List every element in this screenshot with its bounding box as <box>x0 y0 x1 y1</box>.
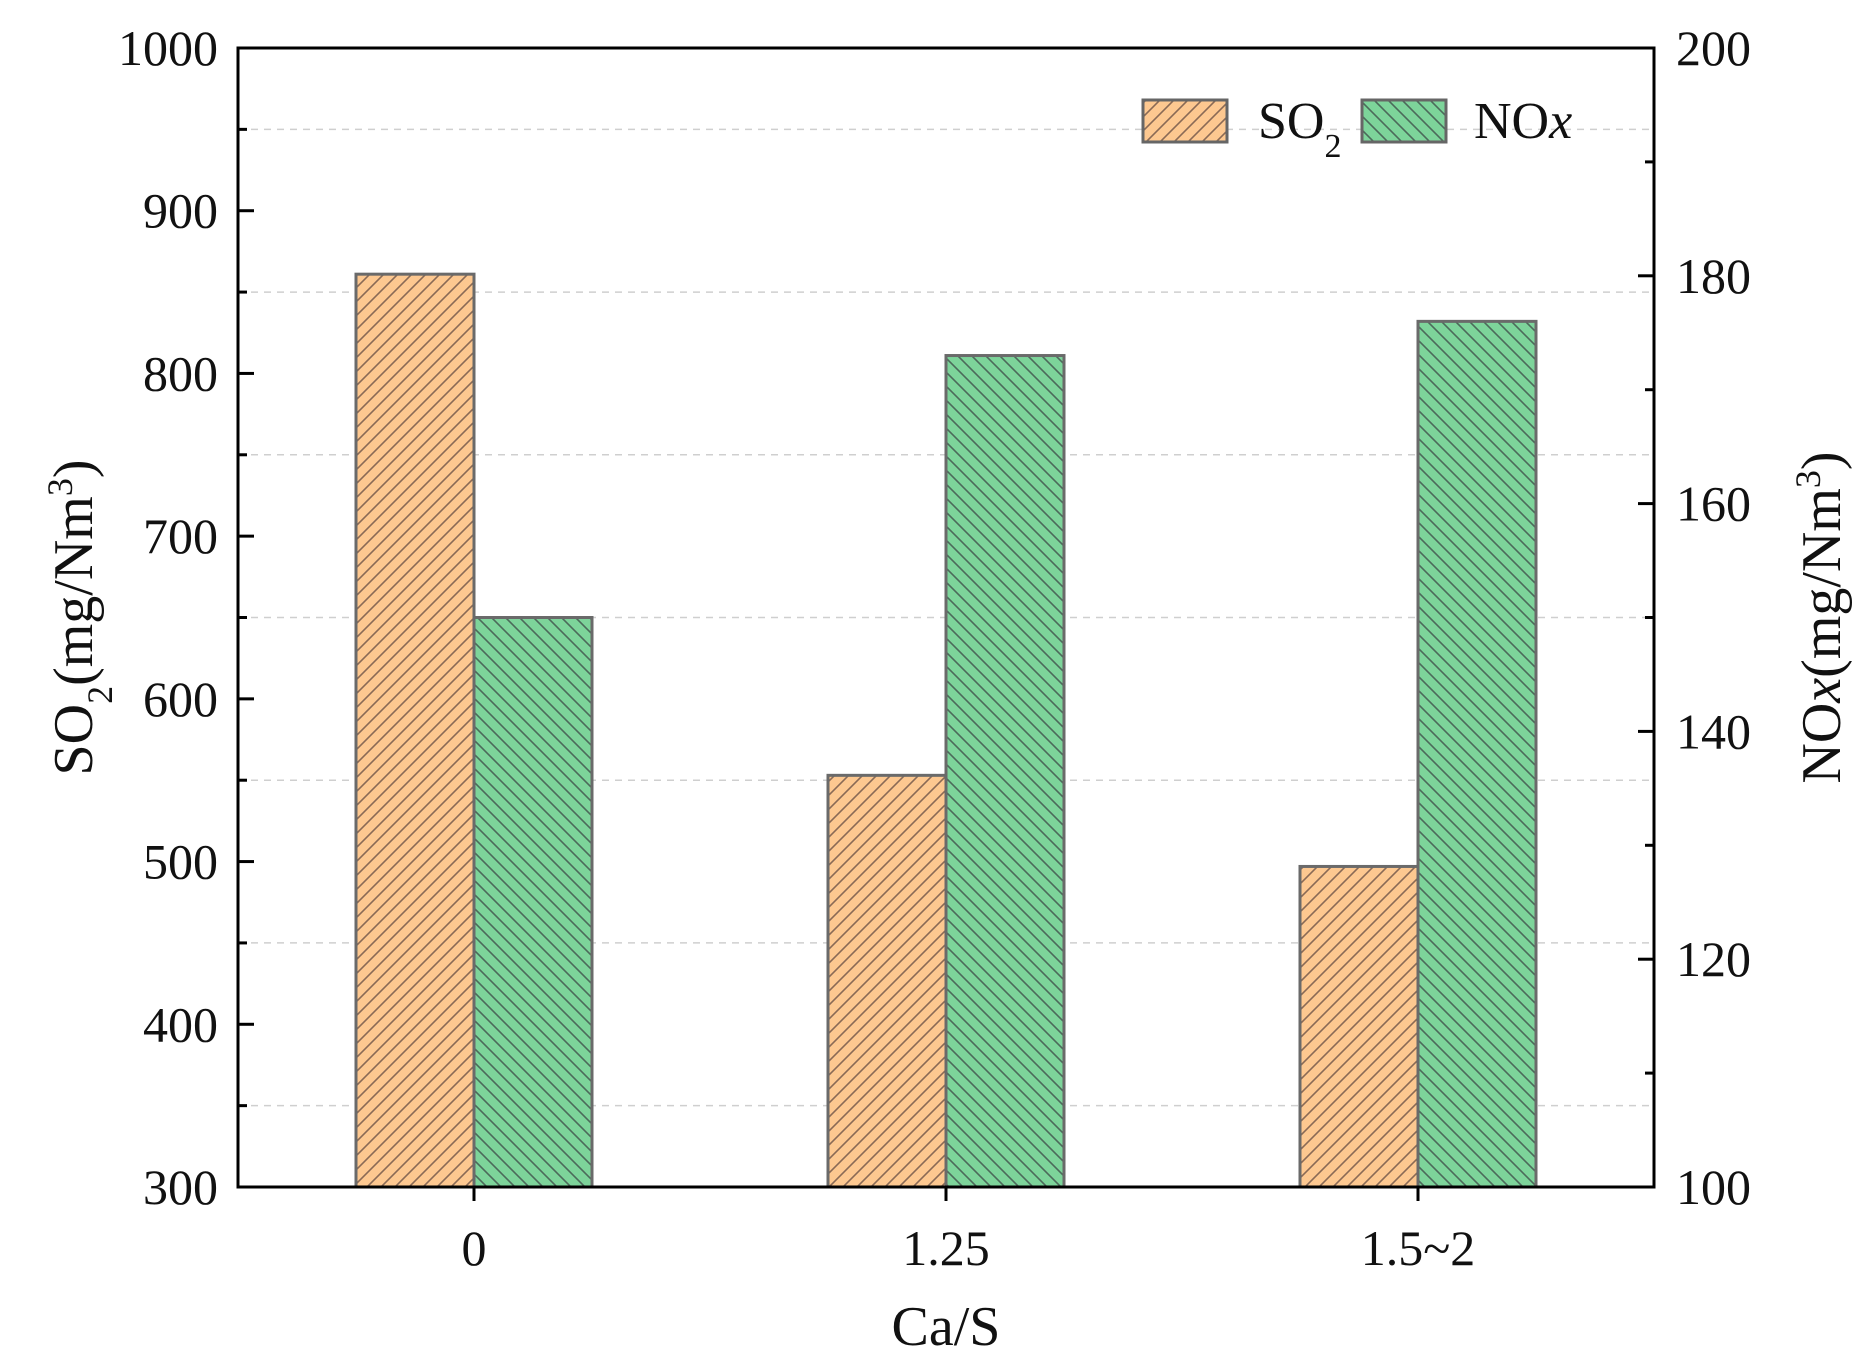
right-axis-title-close: ) <box>1791 451 1853 470</box>
left-tick-label: 800 <box>143 345 218 401</box>
left-axis-title-sup: 3 <box>40 478 80 496</box>
legend-label-so2-sub: 2 <box>1324 128 1341 165</box>
right-axis: 100 120 140 160 180 200 <box>1638 20 1751 1215</box>
right-axis-title-italic: x <box>1791 678 1853 704</box>
legend-label-nox: NOx <box>1474 93 1572 150</box>
left-axis-title-unit: (mg/Nm <box>43 496 105 686</box>
legend-label-so2: SO2 <box>1258 93 1341 165</box>
bar-so2 <box>1298 864 1420 1189</box>
left-axis-title: SO2(mg/Nm3) <box>40 459 120 775</box>
legend-label-nox-main: NO <box>1474 93 1549 150</box>
x-tick-label: 1.5~2 <box>1361 1220 1476 1276</box>
x-tick-label: 1.25 <box>902 1220 990 1276</box>
right-tick-label: 180 <box>1676 248 1751 304</box>
bar-nox <box>944 354 1066 1189</box>
right-tick-label: 140 <box>1676 703 1751 759</box>
right-tick-label: 160 <box>1676 476 1751 532</box>
legend-swatch-so2 <box>1141 98 1229 144</box>
legend-label-so2-main: SO <box>1258 93 1324 150</box>
left-tick-label: 300 <box>143 1159 218 1215</box>
left-tick-label: 600 <box>143 671 218 727</box>
right-tick-label: 200 <box>1676 20 1751 76</box>
bar-so2 <box>826 773 948 1189</box>
left-axis: 300 400 500 600 700 800 900 1000 <box>118 20 254 1215</box>
x-tick-label: 0 <box>462 1220 487 1276</box>
left-axis-title-close: ) <box>43 459 105 478</box>
bar-so2 <box>354 272 476 1189</box>
right-tick-label: 120 <box>1676 931 1751 987</box>
left-tick-label: 700 <box>143 508 218 564</box>
right-axis-title-main: NO <box>1791 703 1853 784</box>
bars <box>354 272 1538 1189</box>
legend: SO2 NOx <box>1141 93 1572 165</box>
left-tick-label: 500 <box>143 834 218 890</box>
left-axis-title-sub: 2 <box>80 686 120 704</box>
left-tick-label: 900 <box>143 183 218 239</box>
left-tick-label: 1000 <box>118 20 218 76</box>
legend-swatch-nox <box>1360 98 1448 144</box>
bar-nox <box>1416 319 1538 1189</box>
x-axis: 0 1.25 1.5~2 <box>462 1187 1476 1276</box>
left-tick-label: 400 <box>143 996 218 1052</box>
bar-nox <box>472 616 594 1189</box>
right-tick-label: 100 <box>1676 1159 1751 1215</box>
legend-label-nox-italic: x <box>1548 93 1572 150</box>
x-axis-title: Ca/S <box>892 1296 1001 1358</box>
right-axis-title: NOx(mg/Nm3) <box>1788 451 1853 783</box>
left-axis-title-main: SO <box>43 704 105 776</box>
right-axis-title-sup: 3 <box>1788 470 1828 488</box>
right-axis-title-unit: (mg/Nm <box>1791 488 1853 678</box>
